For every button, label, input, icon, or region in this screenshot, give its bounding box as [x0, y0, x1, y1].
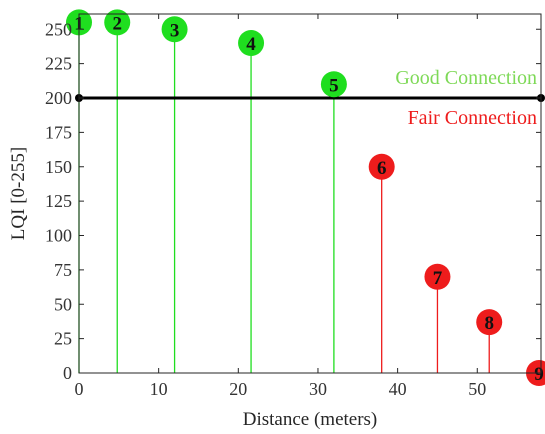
- stem-marker: [368, 153, 395, 180]
- y-tick-label: 0: [63, 363, 72, 383]
- stem-marker: [161, 16, 188, 43]
- stem-marker: [320, 71, 347, 98]
- x-tick-label: 40: [389, 379, 407, 399]
- good-connection-label: Good Connection: [395, 67, 537, 89]
- point-label: 9: [534, 364, 544, 385]
- stem-marker: [476, 309, 503, 336]
- point-label: 3: [170, 20, 180, 41]
- stem-marker: [104, 9, 131, 36]
- y-tick-label: 175: [45, 122, 72, 142]
- y-tick-label: 75: [54, 260, 72, 280]
- y-tick-label: 150: [45, 157, 72, 177]
- stem-marker: [238, 30, 265, 56]
- fair-connection-label: Fair Connection: [408, 107, 537, 129]
- x-axis-label: Distance (meters): [243, 409, 378, 430]
- y-tick-label: 200: [45, 88, 72, 108]
- y-tick-label: 125: [45, 191, 72, 211]
- x-tick-label: 0: [75, 379, 84, 399]
- y-tick-label: 25: [54, 329, 72, 349]
- point-label: 2: [112, 13, 122, 34]
- y-tick-label: 225: [45, 54, 72, 74]
- stem-marker: [424, 263, 451, 290]
- x-tick-label: 20: [229, 379, 247, 399]
- y-axis-label: LQI [0-255]: [8, 147, 29, 240]
- y-tick-label: 50: [54, 294, 72, 314]
- y-tick-label: 250: [45, 19, 72, 39]
- point-label: 7: [433, 268, 443, 289]
- x-tick-label: 50: [468, 379, 486, 399]
- point-label: 4: [246, 34, 256, 55]
- x-tick-label: 10: [150, 379, 168, 399]
- y-tick-label: 100: [45, 226, 72, 246]
- plot-frame: [78, 13, 542, 374]
- point-label: 6: [377, 158, 387, 179]
- point-label: 8: [484, 313, 494, 334]
- point-label: 5: [329, 75, 339, 96]
- x-tick-label: 30: [309, 379, 327, 399]
